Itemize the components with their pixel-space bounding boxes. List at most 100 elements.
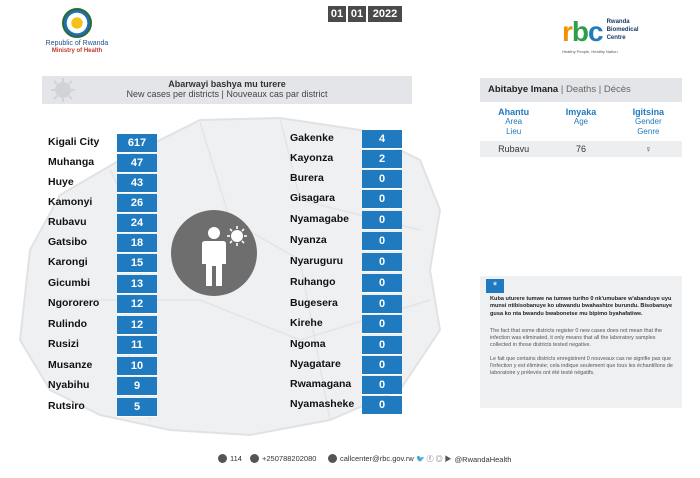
email-icon — [328, 454, 337, 463]
footer-email: callcenter@rbc.gov.rw — [328, 454, 414, 463]
district-value: 43 — [117, 174, 157, 193]
district-value: 0 — [362, 315, 402, 334]
district-value: 0 — [362, 253, 402, 272]
district-name: Rutsiro — [48, 400, 85, 412]
district-value: 10 — [117, 357, 157, 376]
social-text: @RwandaHealth — [454, 454, 512, 464]
district-value: 47 — [117, 154, 157, 173]
deaths-fr: Décès — [603, 84, 631, 95]
deaths-row: Rubavu 76 ♀ — [480, 141, 682, 157]
col-header-fr: Genre — [637, 127, 660, 136]
phone-icon — [218, 454, 227, 463]
district-name: Gakenke — [290, 132, 334, 144]
district-value: 12 — [117, 316, 157, 335]
rbc-logo: rbc Rwanda Biomedical Centre Healthy Peo… — [562, 18, 639, 55]
rwanda-seal-icon — [62, 8, 92, 38]
district-name: Burera — [290, 172, 324, 184]
deaths-header: Abitabye Imana | Deaths | Décès — [480, 78, 682, 102]
district-name: Rubavu — [48, 216, 87, 228]
header-subtitle: New cases per districts | Nouveaux cas p… — [126, 89, 328, 99]
district-value: 0 — [362, 274, 402, 293]
district-value: 0 — [362, 336, 402, 355]
phone-text: +250788202080 — [262, 454, 317, 463]
deaths-col-gender: Igitsina Gender Genre — [615, 107, 682, 137]
district-name: Rusizi — [48, 338, 79, 350]
district-name: Bugesera — [290, 297, 338, 309]
note-kinyarwanda: Kuba uturere tumwe na tumwe turiho 0 nk'… — [490, 296, 673, 317]
district-name: Nyabihu — [48, 379, 90, 391]
district-value: 617 — [117, 134, 157, 153]
district-value: 4 — [362, 130, 402, 149]
header-bar: Abarwayi bashya mu turere New cases per … — [42, 76, 412, 104]
deaths-columns: Ahantu Area Lieu Imyaka Age Igitsina Gen… — [480, 107, 682, 137]
deaths-col-area: Ahantu Area Lieu — [480, 107, 547, 137]
death-age: 76 — [575, 144, 586, 154]
asterisk-icon: * — [486, 279, 504, 293]
col-header-en: Area — [505, 117, 523, 126]
note-english: The fact that some districts register 0 … — [490, 328, 662, 348]
district-name: Gicumbi — [48, 277, 91, 289]
district-value: 0 — [362, 356, 402, 375]
district-name: Karongi — [48, 256, 88, 268]
district-value: 24 — [117, 214, 157, 233]
district-name: Ngoma — [290, 338, 326, 350]
district-value: 18 — [117, 234, 157, 253]
footer-hotline: 114 — [218, 454, 242, 463]
district-value: 9 — [117, 377, 157, 396]
district-name: Kayonza — [290, 152, 334, 164]
district-name: Ruhango — [290, 276, 336, 288]
female-icon: ♀ — [644, 144, 652, 154]
district-name: Muhanga — [48, 156, 95, 168]
col-header: Igitsina — [632, 107, 665, 117]
email-text: callcenter@rbc.gov.rw — [340, 454, 414, 463]
date-day: 01 — [328, 6, 346, 22]
district-name: Nyamagabe — [290, 213, 349, 225]
rbc-name-line: Biomedical — [606, 27, 639, 33]
district-name: Kirehe — [290, 317, 323, 329]
district-value: 0 — [362, 396, 402, 415]
rbc-tagline: Healthy People, Healthy Nation — [562, 49, 618, 54]
note-french: Le fait que certains districts enregistr… — [490, 356, 673, 376]
district-value: 5 — [117, 398, 157, 417]
ministry-label: Ministry of Health — [51, 48, 103, 54]
header-title: Abarwayi bashya mu turere — [168, 79, 286, 89]
hotline-text: 114 — [230, 454, 242, 463]
district-value: 11 — [117, 336, 157, 355]
person-virus-circle — [171, 210, 257, 296]
rbc-name-line: Centre — [606, 35, 626, 41]
republic-label: Republic of Rwanda — [45, 40, 109, 47]
footer-phone: +250788202080 — [250, 454, 316, 463]
district-name: Nyamasheke — [290, 398, 355, 410]
deaths-panel: Abitabye Imana | Deaths | Décès Ahantu A… — [480, 78, 682, 157]
district-value: 26 — [117, 194, 157, 213]
district-name: Gisagara — [290, 192, 335, 204]
district-name: Kigali City — [48, 136, 100, 148]
district-name: Huye — [48, 176, 74, 188]
note-panel: * Kuba uturere tumwe na tumwe turiho 0 n… — [480, 276, 682, 408]
district-name: Kamonyi — [48, 196, 93, 208]
col-header: Imyaka — [565, 107, 597, 117]
date-year: 2022 — [368, 6, 402, 22]
footer: 114 +250788202080 callcenter@rbc.gov.rw … — [0, 452, 700, 468]
district-name: Gatsibo — [48, 236, 88, 248]
district-value: 0 — [362, 376, 402, 395]
virus-icon — [51, 78, 75, 102]
district-name: Rwamagana — [290, 378, 352, 390]
person-virus-icon — [202, 226, 247, 286]
district-value: 0 — [362, 232, 402, 251]
district-name: Nyanza — [290, 234, 327, 246]
district-value: 0 — [362, 190, 402, 209]
col-header-fr: Lieu — [506, 127, 522, 136]
district-name: Nyaruguru — [290, 255, 344, 267]
date-month: 01 — [348, 6, 366, 22]
district-name: Ngororero — [48, 297, 100, 309]
col-header-en: Age — [573, 117, 589, 126]
district-value: 13 — [117, 275, 157, 294]
district-name: Rulindo — [48, 318, 88, 330]
deaths-col-age: Imyaka Age — [547, 107, 614, 137]
footer-social: 🐦 ⓕ ◎ ▶ @RwandaHealth — [416, 454, 511, 464]
deaths-title: Abitabye Imana — [488, 84, 559, 95]
district-value: 0 — [362, 170, 402, 189]
col-header-en: Gender — [634, 117, 662, 126]
district-value: 15 — [117, 254, 157, 273]
